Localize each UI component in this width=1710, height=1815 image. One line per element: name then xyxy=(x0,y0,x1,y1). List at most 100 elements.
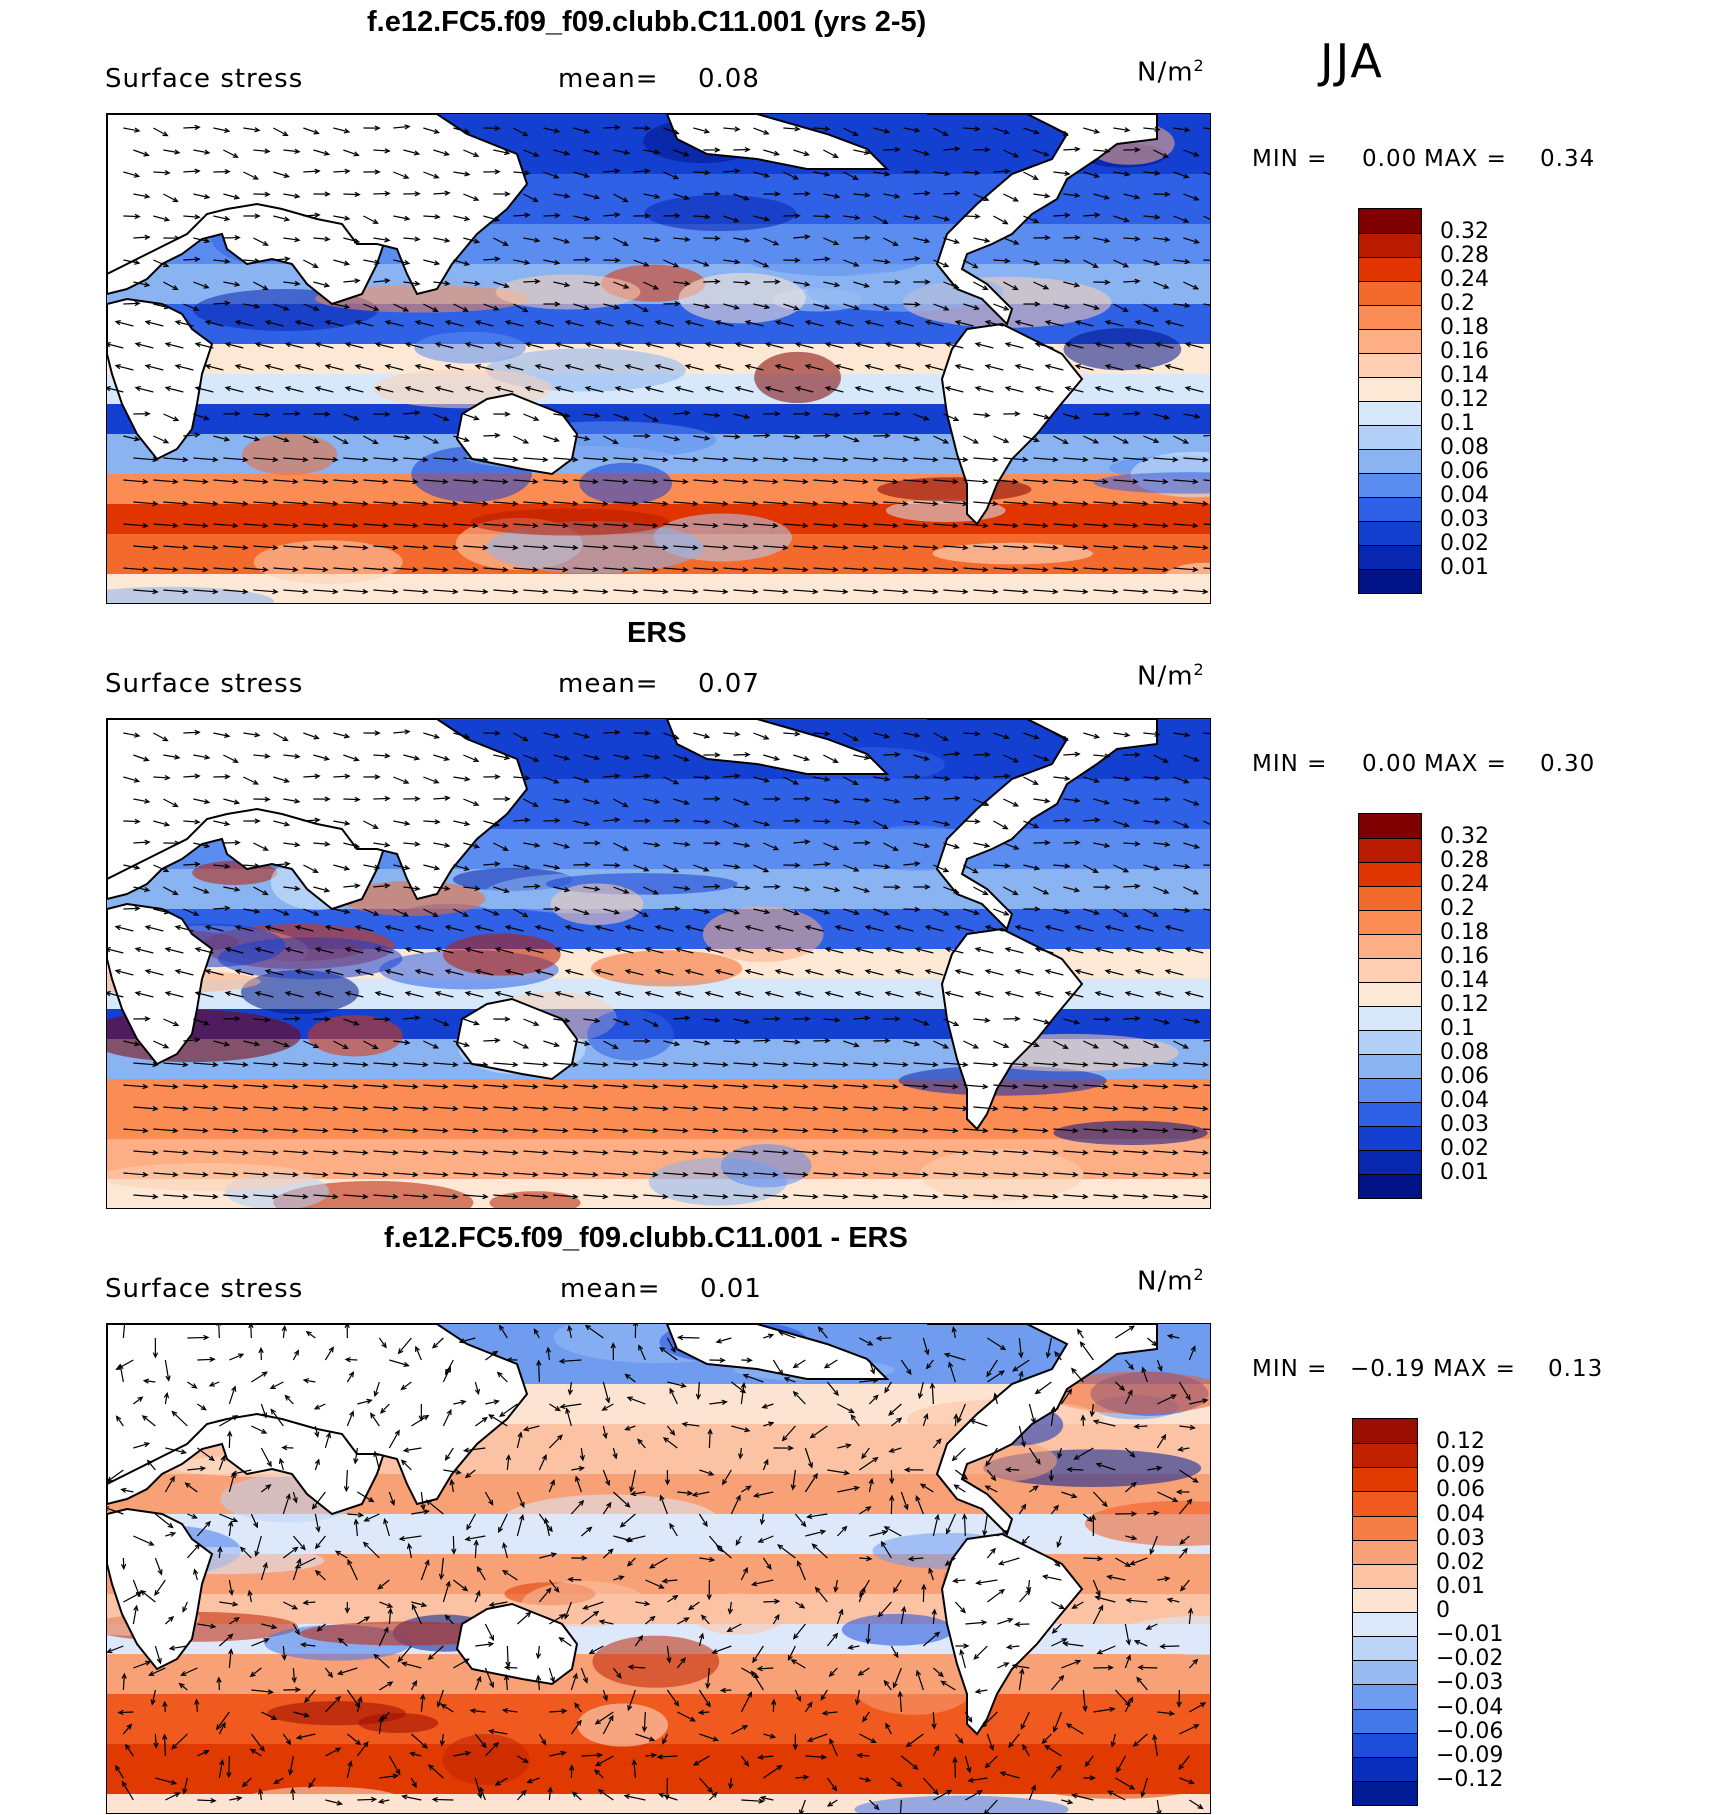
wind-arrowhead xyxy=(984,1017,991,1023)
wind-arrowhead xyxy=(476,1565,483,1573)
wind-arrowhead xyxy=(669,1522,675,1529)
wind-arrow xyxy=(676,1657,686,1669)
wind-arrowhead xyxy=(362,1193,369,1200)
wind-arrowhead xyxy=(922,1127,929,1134)
wind-arrowhead xyxy=(336,1670,344,1676)
wind-arrowhead xyxy=(230,1471,236,1479)
wind-arrow xyxy=(538,1733,546,1745)
wind-arrowhead xyxy=(1043,1019,1051,1025)
wind-arrow xyxy=(1183,501,1208,505)
wind-arrow xyxy=(405,991,424,998)
wind-arrowhead xyxy=(517,1431,523,1438)
wind-arrowhead xyxy=(744,885,751,891)
wind-arrow xyxy=(283,281,300,285)
wind-arrowhead xyxy=(743,1760,750,1767)
wind-arrowhead xyxy=(1044,798,1051,804)
wind-arrow xyxy=(474,1777,482,1798)
wind-arrowhead xyxy=(362,500,369,507)
wind-arrowhead xyxy=(982,522,989,529)
wind-arrowhead xyxy=(302,1193,309,1200)
panel-3-max-value: 0.13 xyxy=(1548,1356,1604,1382)
wind-arrowhead xyxy=(463,215,471,222)
wind-arrowhead xyxy=(1074,1659,1082,1665)
wind-arrowhead xyxy=(422,1105,429,1112)
wind-arrow xyxy=(183,215,200,218)
wind-arrowhead xyxy=(864,410,871,416)
wind-arrowhead xyxy=(758,1798,765,1804)
wind-arrowhead xyxy=(152,1149,159,1156)
wind-arrow xyxy=(475,1417,488,1427)
wind-arrow xyxy=(573,479,598,483)
wind-arrowhead xyxy=(446,1408,452,1416)
wind-arrow xyxy=(890,1496,893,1515)
wind-arrowhead xyxy=(704,435,711,441)
wind-arrow xyxy=(193,1150,218,1154)
wind-arrowhead xyxy=(563,886,571,893)
wind-arrow xyxy=(933,908,949,916)
wind-arrow xyxy=(197,1447,215,1461)
wind-arrow xyxy=(583,589,608,593)
wind-arrow xyxy=(1179,1724,1199,1735)
wind-arrow xyxy=(1153,457,1178,461)
wind-arrowhead xyxy=(1192,478,1199,485)
wind-arrow xyxy=(144,1380,156,1383)
wind-arrowhead xyxy=(922,566,929,573)
wind-arrowhead xyxy=(133,172,141,178)
wind-arrow xyxy=(843,732,858,741)
wind-arrow xyxy=(420,1694,424,1713)
wind-arrow xyxy=(398,1337,412,1354)
wind-arrowhead xyxy=(924,279,931,285)
wind-arrow xyxy=(751,1671,764,1691)
wind-arrowhead xyxy=(152,456,159,463)
wind-arrowhead xyxy=(644,818,651,824)
wind-arrowhead xyxy=(1157,1365,1163,1372)
wind-arrow xyxy=(602,1715,614,1735)
field-patch xyxy=(307,1015,403,1057)
wind-arrow xyxy=(403,1150,428,1154)
wind-arrow xyxy=(1143,523,1168,527)
wind-arrow xyxy=(1023,259,1040,265)
wind-arrow xyxy=(603,864,620,867)
wind-arrowhead xyxy=(401,1794,408,1800)
wind-arrow xyxy=(516,1515,524,1537)
wind-arrow xyxy=(643,842,660,846)
wind-arrowhead xyxy=(683,799,691,805)
wind-arrow xyxy=(1058,1447,1062,1459)
wind-arrowhead xyxy=(512,1149,519,1156)
wind-arrow xyxy=(253,413,270,416)
wind-arrow xyxy=(1142,1367,1148,1383)
wind-arrow xyxy=(453,479,478,483)
wind-arrow xyxy=(453,523,478,527)
wind-arrowhead xyxy=(594,1719,601,1725)
wind-arrow xyxy=(1053,127,1068,136)
wind-arrowhead xyxy=(1074,192,1081,199)
wind-arrow xyxy=(423,732,439,739)
wind-arrowhead xyxy=(134,300,141,307)
panel-1-variable: Surface stress xyxy=(105,64,304,94)
wind-arrow xyxy=(1179,1425,1195,1429)
wind-arrowhead xyxy=(945,1528,951,1535)
field-patch xyxy=(1017,1755,1210,1799)
wind-arrowhead xyxy=(262,240,269,246)
wind-arrowhead xyxy=(352,566,359,573)
wind-arrow xyxy=(235,925,254,932)
wind-arrow xyxy=(195,342,214,349)
wind-arrowhead xyxy=(474,969,481,975)
wind-arrowhead xyxy=(434,342,441,348)
wind-arrowhead xyxy=(1064,342,1071,348)
wind-arrowhead xyxy=(1070,1367,1077,1374)
colorbar-swatch xyxy=(1359,257,1421,281)
wind-arrowhead xyxy=(614,729,621,736)
wind-arrowhead xyxy=(722,588,729,595)
wind-arrowhead xyxy=(272,456,279,463)
wind-arrow xyxy=(673,1017,690,1020)
wind-arrowhead xyxy=(914,947,921,953)
wind-arrowhead xyxy=(672,262,680,268)
wind-arrowhead xyxy=(804,191,811,197)
wind-arrow xyxy=(303,127,319,134)
wind-arrow xyxy=(403,1106,428,1110)
wind-arrow xyxy=(466,1513,476,1530)
wind-arrowhead xyxy=(532,478,539,485)
wind-arrow xyxy=(793,501,818,505)
wind-arrow xyxy=(453,1400,466,1405)
